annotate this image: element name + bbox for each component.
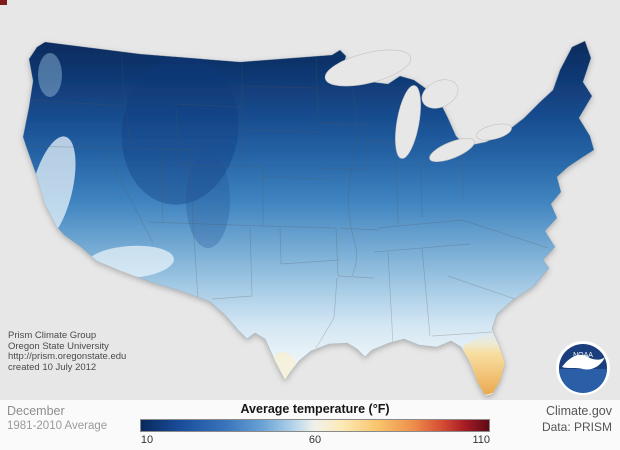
map-area: NOAA Prism Climate Group Oregon State Un…: [0, 0, 610, 397]
legend-title: Average temperature (°F): [240, 402, 390, 416]
colorado-cold-overlay: [186, 152, 230, 248]
us-landmass: [22, 40, 595, 397]
florida-warm-region: [463, 331, 505, 395]
lake-huron: [421, 79, 459, 109]
noaa-logo-text: NOAA: [573, 352, 593, 359]
attribution-created: created 10 July 2012: [8, 361, 97, 373]
us-temperature-map: NOAA: [22, 40, 610, 397]
footer-bar: December 1981-2010 Average Average tempe…: [0, 400, 620, 450]
attribution-block: Prism Climate Group Oregon State Univers…: [8, 330, 127, 373]
lake-erie: [429, 138, 475, 162]
state-borders: [23, 47, 549, 349]
lake-michigan: [395, 85, 421, 159]
colorbar-ticks: 10 60 110: [140, 434, 490, 448]
temperature-colorbar: [140, 419, 490, 432]
period-block: December 1981-2010 Average: [7, 404, 107, 432]
attribution-university: Oregon State University: [8, 340, 109, 352]
lake-ontario: [476, 123, 512, 141]
colorbar-tick: 10: [140, 434, 154, 446]
noaa-logo: NOAA: [556, 341, 610, 395]
noaa-seagull-icon: [562, 354, 605, 370]
great-lakes: [324, 49, 512, 162]
puget-mild-overlay: [38, 53, 62, 97]
noaa-logo-ocean: [559, 369, 607, 393]
period-month: December: [7, 404, 65, 418]
colorbar-tick: 110: [472, 434, 491, 446]
rockies-cold-overlay: [121, 55, 239, 205]
period-range: 1981-2010 Average: [7, 420, 108, 432]
credit-data: Data: PRISM: [541, 420, 612, 434]
lake-superior: [324, 49, 412, 87]
attribution-group: Prism Climate Group: [8, 330, 97, 341]
colorbar-tick: 60: [308, 434, 322, 446]
credit-site[interactable]: Climate.gov: [546, 404, 612, 418]
corner-artifact: [0, 0, 7, 5]
credits-block: Climate.gov Data: PRISM: [542, 404, 612, 434]
attribution-url[interactable]: http://prism.oregonstate.edu: [8, 351, 127, 363]
temperature-legend: Average temperature (°F) 10 60 110: [140, 402, 490, 448]
